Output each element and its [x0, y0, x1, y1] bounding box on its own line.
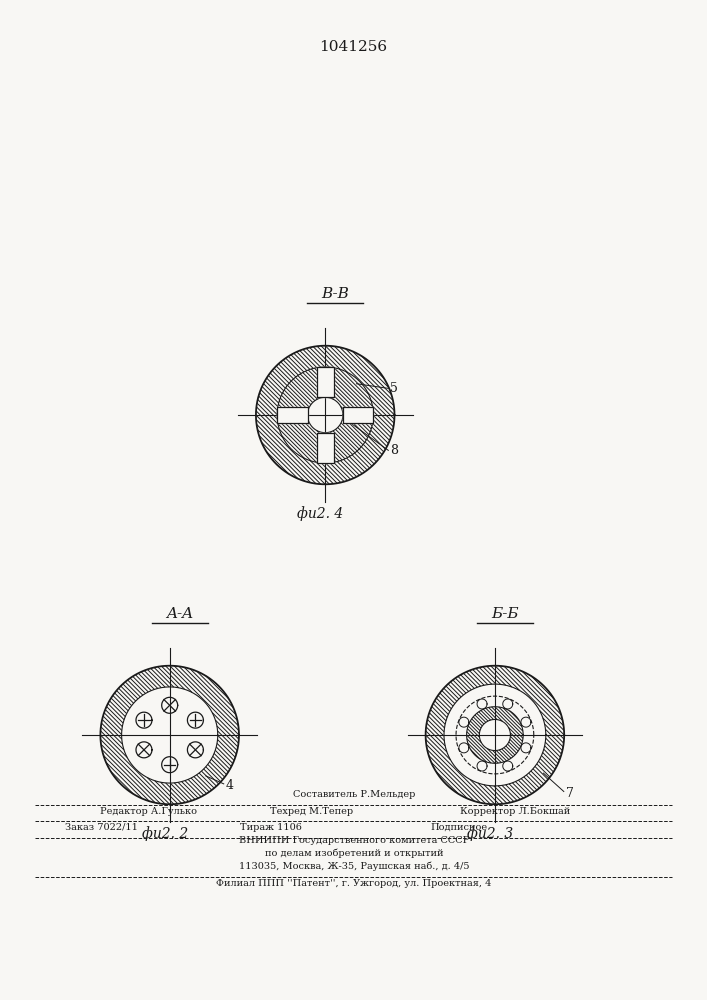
Text: Корректор Л.Бокшай: Корректор Л.Бокшай	[460, 807, 571, 816]
Text: 4: 4	[226, 779, 234, 792]
Text: A-A: A-A	[166, 607, 193, 621]
Text: 7: 7	[566, 787, 573, 800]
Polygon shape	[277, 407, 308, 423]
Polygon shape	[317, 433, 334, 463]
Text: 8: 8	[390, 444, 398, 457]
Text: Тираж 1106: Тираж 1106	[240, 823, 302, 832]
Text: B-B: B-B	[321, 287, 349, 301]
Text: Б-Б: Б-Б	[491, 607, 519, 621]
Text: ВНИИПИ Государственного комитета СССР: ВНИИПИ Государственного комитета СССР	[239, 836, 469, 845]
Text: Заказ 7022/11: Заказ 7022/11	[65, 823, 138, 832]
Text: Филиал ППП ''Патент'', г. Ужгород, ул. Проектная, 4: Филиал ППП ''Патент'', г. Ужгород, ул. П…	[216, 879, 491, 888]
Text: Подписное: Подписное	[430, 823, 487, 832]
Text: 5: 5	[390, 382, 398, 395]
Text: фu2. 3: фu2. 3	[467, 826, 513, 841]
Text: 1041256: 1041256	[320, 40, 387, 54]
Text: Техред М.Тепер: Техред М.Тепер	[270, 807, 353, 816]
Text: Редактор А.Гулько: Редактор А.Гулько	[100, 807, 197, 816]
Text: по делам изобретений и открытий: по делам изобретений и открытий	[264, 849, 443, 858]
Polygon shape	[343, 407, 373, 423]
Text: 113035, Москва, Ж-35, Раушская наб., д. 4/5: 113035, Москва, Ж-35, Раушская наб., д. …	[239, 862, 469, 871]
Text: фu2. 2: фu2. 2	[141, 826, 188, 841]
Text: фu2. 4: фu2. 4	[297, 506, 344, 521]
Polygon shape	[317, 367, 334, 397]
Text: Составитель Р.Мельдер: Составитель Р.Мельдер	[293, 790, 415, 799]
